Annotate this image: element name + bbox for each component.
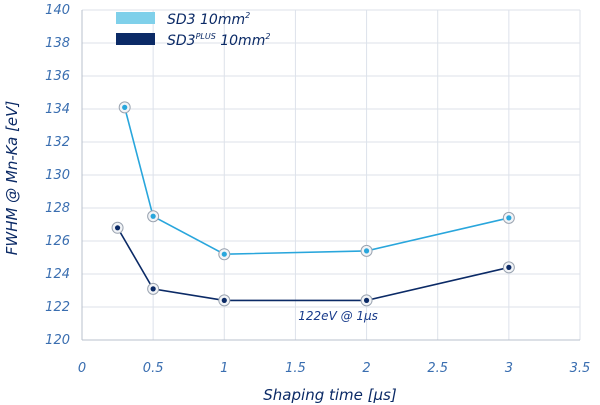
y-tick-label: 132 (45, 135, 70, 150)
y-tick-label: 124 (45, 267, 70, 282)
data-point (363, 297, 370, 303)
y-tick-label: 126 (45, 234, 70, 249)
data-point (363, 248, 370, 254)
x-tick-label: 1.5 (285, 361, 306, 376)
series-layer (111, 101, 515, 307)
x-tick-label: 0 (78, 361, 86, 376)
legend-swatch (116, 12, 155, 24)
x-axis-title: Shaping time [µs] (263, 386, 397, 404)
data-point (221, 297, 227, 303)
x-tick-label: 1 (220, 361, 228, 376)
data-point (122, 104, 128, 110)
y-tick-label: 134 (45, 102, 70, 117)
annotations: 122eV @ 1µs (298, 309, 378, 323)
y-tick-label: 140 (45, 3, 70, 18)
x-tick-label: 2.5 (427, 361, 448, 376)
annotation-label: 122eV @ 1µs (298, 309, 378, 323)
x-tick-label: 3 (505, 361, 513, 376)
x-tick-label: 0.5 (143, 361, 164, 376)
y-tick-label: 138 (45, 36, 70, 51)
data-point (150, 286, 156, 292)
data-point (506, 264, 512, 270)
y-tick-label: 122 (45, 300, 70, 315)
data-point (114, 225, 121, 231)
x-tick-label: 2 (362, 361, 370, 376)
legend-label: SD3PLUS 10mm2 (167, 32, 270, 49)
x-tick-labels: 0 0.5 1 1.5 2 2.5 3 3.5 (78, 361, 590, 376)
data-point (150, 213, 156, 219)
y-tick-labels: 120 122 124 126 128 130 132 134 136 138 140 (45, 3, 70, 348)
data-point (506, 215, 512, 221)
y-tick-label: 128 (45, 201, 70, 216)
y-axis-title: FWHM @ Mn-Ka [eV] (3, 101, 21, 256)
series-line-1 (123, 107, 510, 256)
legend: SD3 10mm2 SD3PLUS 10mm2 (116, 11, 270, 49)
series-line-2 (116, 227, 510, 302)
x-tick-label: 3.5 (570, 361, 591, 376)
y-tick-label: 136 (45, 69, 70, 84)
legend-swatch (116, 33, 155, 45)
data-point (221, 251, 227, 257)
legend-label: SD3 10mm2 (167, 11, 250, 28)
y-tick-label: 120 (45, 333, 70, 348)
axes (81, 10, 580, 341)
y-tick-label: 130 (45, 168, 70, 183)
